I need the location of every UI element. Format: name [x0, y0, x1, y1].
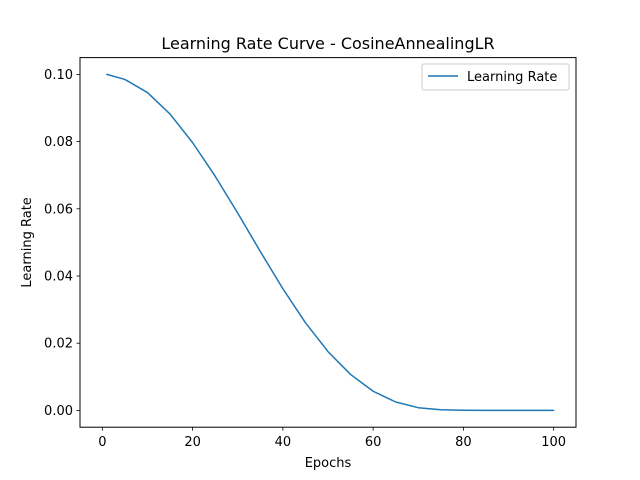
x-tick-label: 40: [275, 435, 292, 450]
y-tick-label: 0.00: [44, 404, 73, 419]
x-tick-label: 60: [365, 435, 382, 450]
y-axis-label: Learning Rate: [20, 197, 35, 287]
y-axis: 0.00 0.02 0.04 0.06 0.08 0.10: [44, 68, 80, 419]
legend-box: [421, 63, 570, 91]
y-tick-label: 0.08: [44, 135, 73, 150]
x-tick-label: 20: [184, 435, 201, 450]
y-tick-label: 0.04: [44, 270, 73, 285]
chart-title: Learning Rate Curve - CosineAnnealingLR: [161, 34, 494, 53]
y-tick-label: 0.06: [44, 202, 73, 217]
legend: Learning Rate: [421, 63, 570, 91]
series-line-learning-rate: [106, 73, 555, 412]
plot-frame: [79, 57, 577, 428]
y-tick-label: 0.10: [44, 68, 73, 83]
x-tick-label: 0: [98, 435, 106, 450]
y-tick-label: 0.02: [44, 337, 73, 352]
series-layer: [106, 73, 555, 412]
x-tick-label: 100: [541, 435, 566, 450]
x-axis-label: Epochs: [305, 456, 352, 471]
plot-area: [80, 57, 576, 428]
x-axis: 0 20 40 60 80 100: [98, 427, 566, 450]
legend-label-learning-rate: Learning Rate: [467, 70, 557, 85]
x-tick-label: 80: [455, 435, 472, 450]
